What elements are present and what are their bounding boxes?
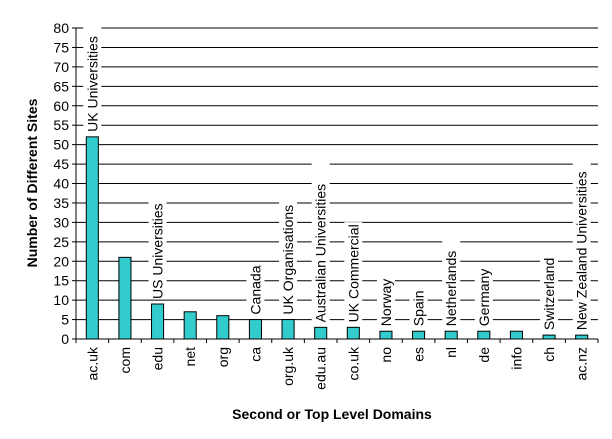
bar-annotation: Spain bbox=[411, 290, 427, 326]
bar-annotation: Germany bbox=[476, 269, 492, 327]
bar-com bbox=[118, 256, 132, 340]
bar-annotation-background bbox=[409, 285, 428, 327]
bar-annotation-background bbox=[83, 16, 102, 132]
x-tick-label: edu bbox=[150, 347, 166, 370]
y-tick-label: 20 bbox=[53, 253, 69, 269]
bar-org bbox=[216, 315, 230, 340]
y-tick-label: 15 bbox=[53, 273, 69, 289]
y-tick-label: 50 bbox=[53, 137, 69, 153]
bar-annotation: Canada bbox=[247, 265, 263, 314]
bar-annotation: UK Commercial bbox=[345, 224, 361, 322]
bar-de bbox=[477, 330, 491, 340]
bar-nl bbox=[444, 330, 458, 340]
bar-edu.au bbox=[314, 326, 328, 340]
bar-ac.uk bbox=[85, 136, 99, 340]
x-tick-label: info bbox=[508, 347, 524, 370]
x-tick-label: ca bbox=[247, 347, 263, 362]
y-tick-label: 60 bbox=[53, 98, 69, 114]
bar-ca bbox=[248, 319, 262, 340]
bar-annotation-background bbox=[311, 148, 330, 323]
x-tick-label: ac.nz bbox=[574, 347, 590, 380]
y-tick-label: 55 bbox=[53, 117, 69, 133]
bar-info bbox=[509, 330, 523, 340]
y-tick-label: 65 bbox=[53, 78, 69, 94]
y-tick-label: 80 bbox=[53, 20, 69, 36]
bar-annotation-background bbox=[540, 244, 559, 331]
y-tick-label: 35 bbox=[53, 195, 69, 211]
x-tick-label: co.uk bbox=[345, 346, 361, 380]
y-axis-ticks: 0 5 10 15 20 25 30 35 40 45 50 55 60 65 70 75 80 bbox=[53, 20, 76, 347]
x-tick-label: org bbox=[215, 347, 231, 367]
bar-annotation: UK Organisations bbox=[280, 205, 296, 315]
bar-annotation: UK Universities bbox=[84, 36, 100, 132]
bar-annotation: Norway bbox=[378, 279, 394, 326]
bar-annotation: US Universities bbox=[150, 203, 166, 299]
y-tick-label: 70 bbox=[53, 59, 69, 75]
y-tick-label: 75 bbox=[53, 39, 69, 55]
bar-annotation: New Zealand Universities bbox=[574, 171, 590, 330]
bar-annotation-background bbox=[572, 148, 591, 331]
x-axis-ticks: ac.uk com edu net org ca org.uk edu.au co.uk no es… bbox=[75, 339, 599, 390]
x-tick-label: net bbox=[182, 347, 198, 367]
bar-annotations: UK Universities US Universities Canada UK O… bbox=[83, 16, 591, 331]
y-tick-label: 5 bbox=[61, 312, 69, 328]
bar-annotation-background bbox=[376, 277, 395, 327]
y-tick-label: 10 bbox=[53, 292, 69, 308]
bar-org.uk bbox=[281, 319, 295, 340]
bar-net bbox=[183, 311, 197, 340]
bar-annotation: Switzerland bbox=[541, 258, 557, 330]
x-tick-label: ch bbox=[541, 347, 557, 362]
bar-es bbox=[412, 330, 426, 340]
bar-ac.nz bbox=[575, 334, 589, 340]
bar-annotation-background bbox=[344, 222, 363, 323]
bar-annotation-background bbox=[148, 184, 167, 300]
bar-annotation-background bbox=[474, 270, 493, 327]
x-tick-label: nl bbox=[443, 347, 459, 358]
y-tick-label: 30 bbox=[53, 214, 69, 230]
x-tick-label: no bbox=[378, 347, 394, 363]
x-tick-label: org.uk bbox=[280, 346, 296, 386]
x-tick-label: com bbox=[117, 347, 133, 373]
x-axis-title: Second or Top Level Domains bbox=[232, 406, 432, 422]
x-tick-label: edu.au bbox=[313, 347, 329, 390]
y-tick-label: 40 bbox=[53, 176, 69, 192]
bar-annotation-background bbox=[246, 266, 265, 315]
bar-ch bbox=[542, 334, 556, 340]
x-tick-label: es bbox=[411, 347, 427, 362]
bar-annotation-background bbox=[442, 240, 461, 327]
y-axis-title: Number of Different Sites bbox=[24, 98, 40, 267]
bar-annotation-background bbox=[279, 192, 298, 315]
x-tick-label: de bbox=[476, 347, 492, 363]
bar-edu bbox=[151, 303, 165, 340]
bar-annotation: Netherlands bbox=[443, 251, 459, 327]
y-tick-label: 45 bbox=[53, 156, 69, 172]
bar-no bbox=[379, 330, 393, 340]
bar-co.uk bbox=[346, 326, 360, 340]
x-tick-label: ac.uk bbox=[84, 346, 100, 380]
y-tick-label: 0 bbox=[61, 331, 69, 347]
y-tick-label: 25 bbox=[53, 234, 69, 250]
bar-annotation: Australian Universities bbox=[313, 184, 329, 323]
